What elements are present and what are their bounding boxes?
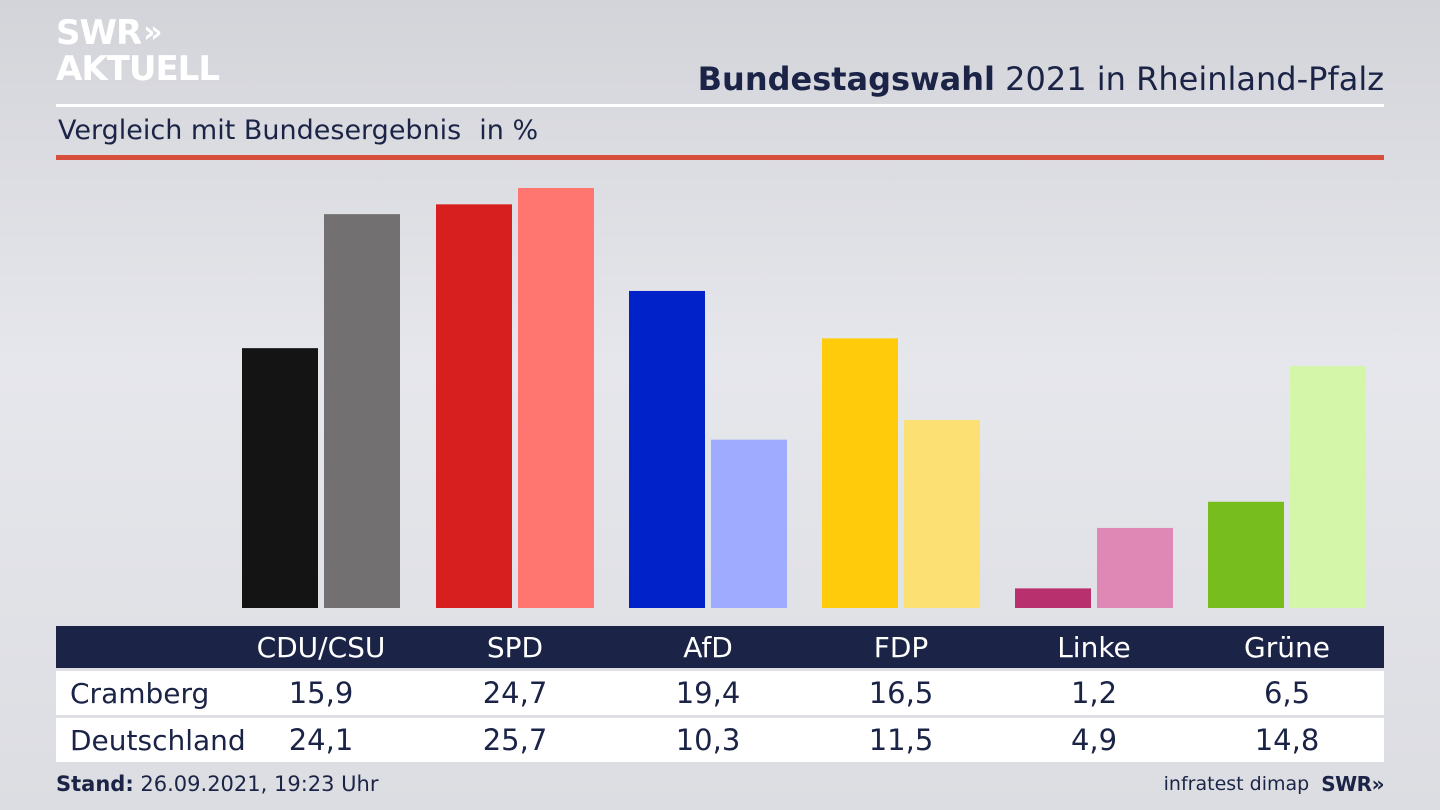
column-header: CDU/CSU bbox=[256, 630, 386, 664]
table-cell: 1,2 bbox=[1070, 676, 1118, 710]
bar-local-0 bbox=[242, 348, 318, 608]
bar-national-3 bbox=[904, 420, 980, 608]
table-cell: 19,4 bbox=[675, 676, 741, 710]
logo-aktuell-text: AKTUELL bbox=[56, 49, 220, 89]
bar-local-2 bbox=[629, 290, 705, 608]
subtitle-text: Vergleich mit Bundesergebnis bbox=[58, 115, 462, 146]
table-row: Cramberg 15,9 24,7 19,4 16,5 1,2 6,5 bbox=[56, 671, 1384, 715]
source-credit: infratest dimap SWR» bbox=[1163, 772, 1385, 796]
results-table: CDU/CSU SPD AfD FDP Linke Grüne Cramberg 15,9… bbox=[56, 626, 1384, 762]
bar-national-0 bbox=[324, 214, 400, 608]
table-cell: 4,9 bbox=[1070, 723, 1118, 757]
table-cell: 14,8 bbox=[1254, 723, 1320, 757]
table-cell: 24,7 bbox=[482, 676, 548, 710]
table-cell: 6,5 bbox=[1263, 676, 1311, 710]
subtitle-unit: in % bbox=[479, 115, 539, 146]
table-cell: 10,3 bbox=[675, 723, 741, 757]
bar-local-1 bbox=[436, 204, 512, 608]
chart-subtitle: Vergleich mit Bundesergebnis in % bbox=[58, 115, 538, 146]
stand-value: 26.09.2021, 19:23 Uhr bbox=[133, 772, 379, 796]
source-text: infratest dimap bbox=[1163, 773, 1310, 795]
column-header: Linke bbox=[1057, 630, 1131, 664]
table-cell: 24,1 bbox=[288, 723, 354, 757]
accent-divider bbox=[56, 155, 1384, 160]
timestamp: Stand: 26.09.2021, 19:23 Uhr bbox=[56, 772, 379, 796]
table-cell: 25,7 bbox=[482, 723, 548, 757]
column-header: Grüne bbox=[1244, 630, 1330, 664]
page-title: Bundestagswahl 2021 in Rheinland-Pfalz bbox=[698, 60, 1384, 98]
row-label: Cramberg bbox=[70, 676, 210, 710]
table-cell: 16,5 bbox=[868, 676, 934, 710]
bar-national-4 bbox=[1097, 527, 1173, 608]
bar-local-3 bbox=[822, 338, 898, 608]
bar-national-5 bbox=[1290, 366, 1366, 608]
column-header: FDP bbox=[873, 630, 929, 664]
logo-swr-text: SWR bbox=[56, 13, 142, 53]
title-rest: 2021 in Rheinland-Pfalz bbox=[995, 60, 1384, 98]
bar-local-5 bbox=[1208, 501, 1284, 608]
title-divider bbox=[56, 104, 1384, 107]
swr-aktuell-logo: SWR» AKTUELL bbox=[56, 13, 220, 89]
table-header: CDU/CSU SPD AfD FDP Linke Grüne bbox=[56, 626, 1384, 668]
swr-brand-icon: SWR» bbox=[1321, 772, 1384, 796]
column-header: SPD bbox=[486, 630, 544, 664]
column-header: AfD bbox=[683, 630, 733, 664]
bar-local-4 bbox=[1015, 588, 1091, 608]
table-row: Deutschland 24,1 25,7 10,3 11,5 4,9 14,8 bbox=[56, 718, 1384, 762]
stand-label: Stand: bbox=[56, 772, 134, 796]
title-bold: Bundestagswahl bbox=[697, 60, 995, 98]
row-label: Deutschland bbox=[70, 723, 246, 757]
bar-national-2 bbox=[711, 439, 787, 608]
table-cell: 15,9 bbox=[288, 676, 354, 710]
bar-national-1 bbox=[518, 188, 594, 608]
table-cell: 11,5 bbox=[868, 723, 934, 757]
